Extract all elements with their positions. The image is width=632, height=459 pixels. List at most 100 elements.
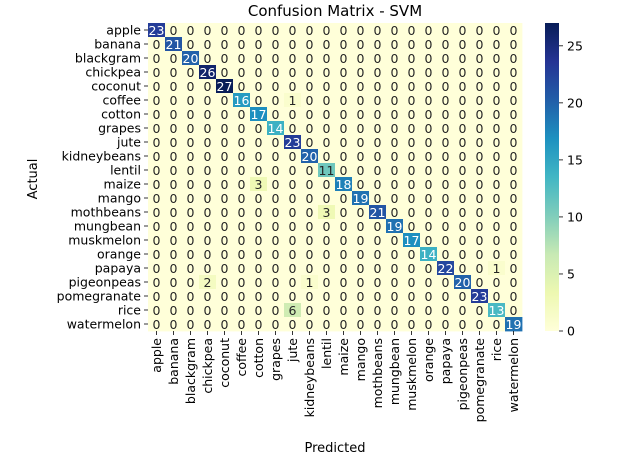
heatmap-cell <box>233 107 251 122</box>
cell-value: 0 <box>187 149 195 164</box>
heatmap-cell <box>352 317 370 332</box>
cell-value: 0 <box>493 275 501 290</box>
heatmap-cell <box>335 247 353 262</box>
heatmap-cell <box>148 191 166 206</box>
cell-value: 0 <box>238 37 246 52</box>
cell-value: 0 <box>204 205 212 220</box>
heatmap-cell <box>505 149 523 164</box>
heatmap-cell <box>454 177 472 192</box>
x-tick-label: coffee <box>234 338 249 377</box>
cell-value: 0 <box>272 93 280 108</box>
cell-value: 0 <box>408 289 416 304</box>
heatmap-cell <box>199 177 217 192</box>
x-tick-label: apple <box>149 338 164 373</box>
cell-value: 0 <box>170 65 178 80</box>
heatmap-cell <box>165 65 183 80</box>
heatmap-cell <box>318 135 336 150</box>
cell-value: 0 <box>340 65 348 80</box>
heatmap-cell <box>335 289 353 304</box>
heatmap-cell <box>284 289 302 304</box>
heatmap-cell <box>165 149 183 164</box>
cell-value: 0 <box>238 107 246 122</box>
heatmap-cell <box>420 149 438 164</box>
cell-value: 2 <box>204 275 212 290</box>
heatmap-cell <box>318 247 336 262</box>
cell-value: 0 <box>238 163 246 178</box>
cell-value: 0 <box>289 219 297 234</box>
cell-value: 0 <box>340 121 348 136</box>
cell-value: 0 <box>323 121 331 136</box>
cell-value: 23 <box>285 135 301 150</box>
cell-value: 0 <box>221 163 229 178</box>
heatmap-cell <box>471 247 489 262</box>
cell-value: 0 <box>374 317 382 332</box>
cell-value: 0 <box>510 191 518 206</box>
heatmap-cell <box>199 149 217 164</box>
heatmap-cell <box>454 205 472 220</box>
cell-value: 0 <box>425 79 433 94</box>
cell-value: 0 <box>204 219 212 234</box>
cell-value: 0 <box>289 247 297 262</box>
cell-value: 0 <box>255 191 263 206</box>
heatmap-cell <box>369 65 387 80</box>
x-tick-label: papaya <box>438 338 453 384</box>
y-tick-label: maize <box>103 177 141 192</box>
cell-value: 20 <box>302 149 318 164</box>
heatmap-cell <box>335 205 353 220</box>
cell-value: 0 <box>459 23 467 38</box>
heatmap-cell <box>182 191 200 206</box>
cell-value: 0 <box>306 317 314 332</box>
colorbar-tick-label: 20 <box>567 95 583 110</box>
colorbar-tick-label: 5 <box>567 266 575 281</box>
cell-value: 0 <box>340 51 348 66</box>
heatmap-cell <box>386 65 404 80</box>
cell-value: 0 <box>306 51 314 66</box>
heatmap-cell <box>420 79 438 94</box>
cell-value: 0 <box>374 303 382 318</box>
colorbar-tick-label: 25 <box>567 38 583 53</box>
heatmap-cell <box>454 107 472 122</box>
cell-value: 0 <box>510 247 518 262</box>
heatmap-cell <box>165 51 183 66</box>
heatmap-cell <box>437 261 455 276</box>
cell-value: 0 <box>425 261 433 276</box>
heatmap-cell <box>148 247 166 262</box>
cell-value: 0 <box>255 65 263 80</box>
heatmap-cell <box>233 205 251 220</box>
cell-value: 0 <box>476 303 484 318</box>
cell-value: 0 <box>408 149 416 164</box>
cell-value: 0 <box>238 135 246 150</box>
heatmap-cell <box>267 135 285 150</box>
cell-value: 0 <box>493 37 501 52</box>
cell-value: 0 <box>221 303 229 318</box>
heatmap-cell <box>454 247 472 262</box>
cell-value: 0 <box>476 191 484 206</box>
heatmap-cell <box>250 23 268 38</box>
heatmap-cell <box>437 23 455 38</box>
heatmap-cell <box>454 303 472 318</box>
heatmap-cell <box>505 163 523 178</box>
heatmap-cell <box>335 317 353 332</box>
cell-value: 0 <box>221 289 229 304</box>
cell-value: 0 <box>425 303 433 318</box>
cell-value: 0 <box>510 219 518 234</box>
cell-value: 0 <box>272 23 280 38</box>
y-tick-label: blackgram <box>75 51 141 66</box>
y-tick-label: chickpea <box>85 65 141 80</box>
cell-value: 0 <box>255 163 263 178</box>
cell-value: 0 <box>408 121 416 136</box>
cell-value: 0 <box>391 317 399 332</box>
heatmap-cell <box>233 317 251 332</box>
heatmap-cell <box>148 23 166 38</box>
heatmap-cell <box>301 149 319 164</box>
cell-value: 0 <box>442 191 450 206</box>
colorbar-tick-label: 10 <box>567 209 583 224</box>
cell-value: 0 <box>238 317 246 332</box>
cell-value: 0 <box>425 135 433 150</box>
heatmap-cell <box>165 317 183 332</box>
cell-value: 0 <box>357 79 365 94</box>
heatmap-cell <box>454 289 472 304</box>
cell-value: 0 <box>221 275 229 290</box>
cell-value: 0 <box>459 205 467 220</box>
heatmap-cell <box>471 261 489 276</box>
